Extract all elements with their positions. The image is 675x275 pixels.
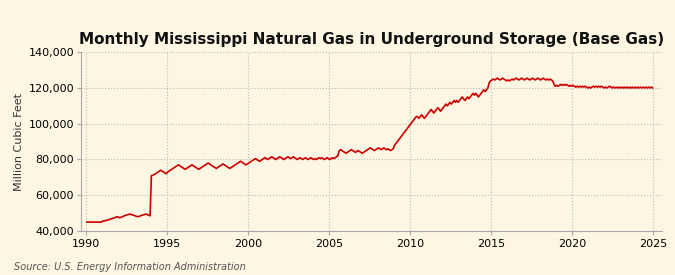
Text: Source: U.S. Energy Information Administration: Source: U.S. Energy Information Administ… (14, 262, 245, 272)
Title: Monthly Mississippi Natural Gas in Underground Storage (Base Gas): Monthly Mississippi Natural Gas in Under… (79, 32, 664, 47)
Y-axis label: Million Cubic Feet: Million Cubic Feet (14, 93, 24, 191)
